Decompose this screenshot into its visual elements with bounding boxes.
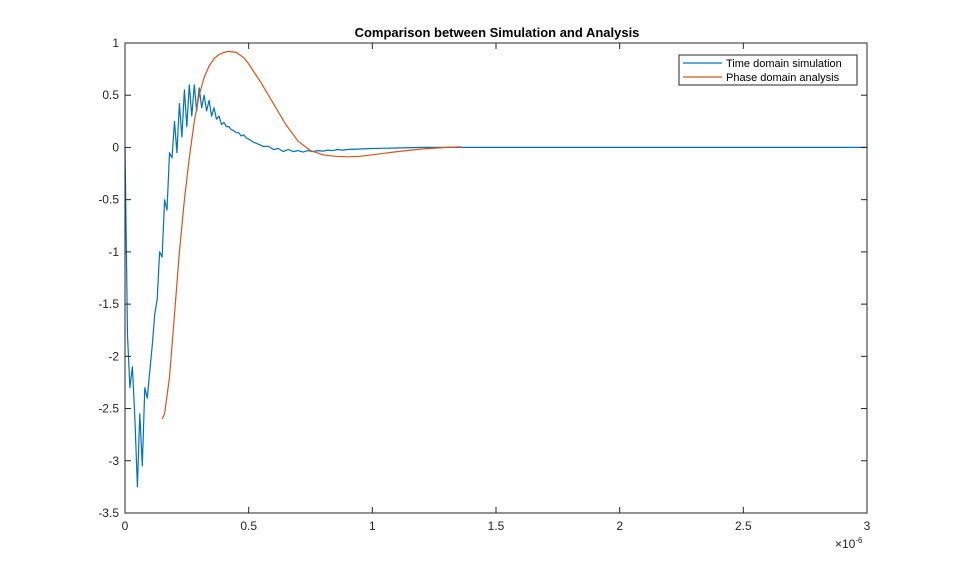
x-tick-label: 2.5	[735, 519, 752, 533]
x-tick-label: 2	[616, 519, 623, 533]
x-tick-label: 1.5	[488, 519, 505, 533]
series-phase-domain-analysis	[161, 50, 462, 420]
y-tick-label: -2	[108, 349, 119, 363]
legend-label-analysis: Phase domain analysis	[726, 72, 840, 84]
x-tick-label: 0.5	[240, 519, 257, 533]
y-tick-label: -2.5	[98, 402, 119, 416]
y-tick-label: 1	[112, 36, 119, 50]
plot-lines	[124, 50, 867, 488]
y-tick-label: 0.5	[102, 88, 119, 102]
y-tick-label: -3	[108, 454, 119, 468]
x-tick-label: 1	[369, 519, 376, 533]
legend: Time domain simulation Phase domain anal…	[678, 54, 858, 86]
y-tick-label: -1	[108, 245, 119, 259]
y-tick-label: -0.5	[98, 193, 119, 207]
y-tick-label: -3.5	[98, 506, 119, 520]
legend-label-simulation: Time domain simulation	[726, 58, 842, 70]
y-axis: 1 0.5 0 -0.5 -1 -1.5 -2 -2.5 -3 -3.5	[98, 36, 867, 520]
legend-box	[678, 54, 858, 86]
y-tick-label: 0	[112, 140, 119, 154]
x-tick-label: 0	[122, 519, 129, 533]
series-time-domain-simulation	[124, 84, 867, 488]
x-axis: 0 0.5 1 1.5 2 2.5 3	[122, 43, 871, 533]
x-tick-label: 3	[864, 519, 871, 533]
axes-box	[124, 42, 868, 514]
chart-title: Comparison between Simulation and Analys…	[355, 25, 640, 40]
x-exponent-label: ×10-6	[835, 536, 863, 551]
y-tick-label: -1.5	[98, 297, 119, 311]
